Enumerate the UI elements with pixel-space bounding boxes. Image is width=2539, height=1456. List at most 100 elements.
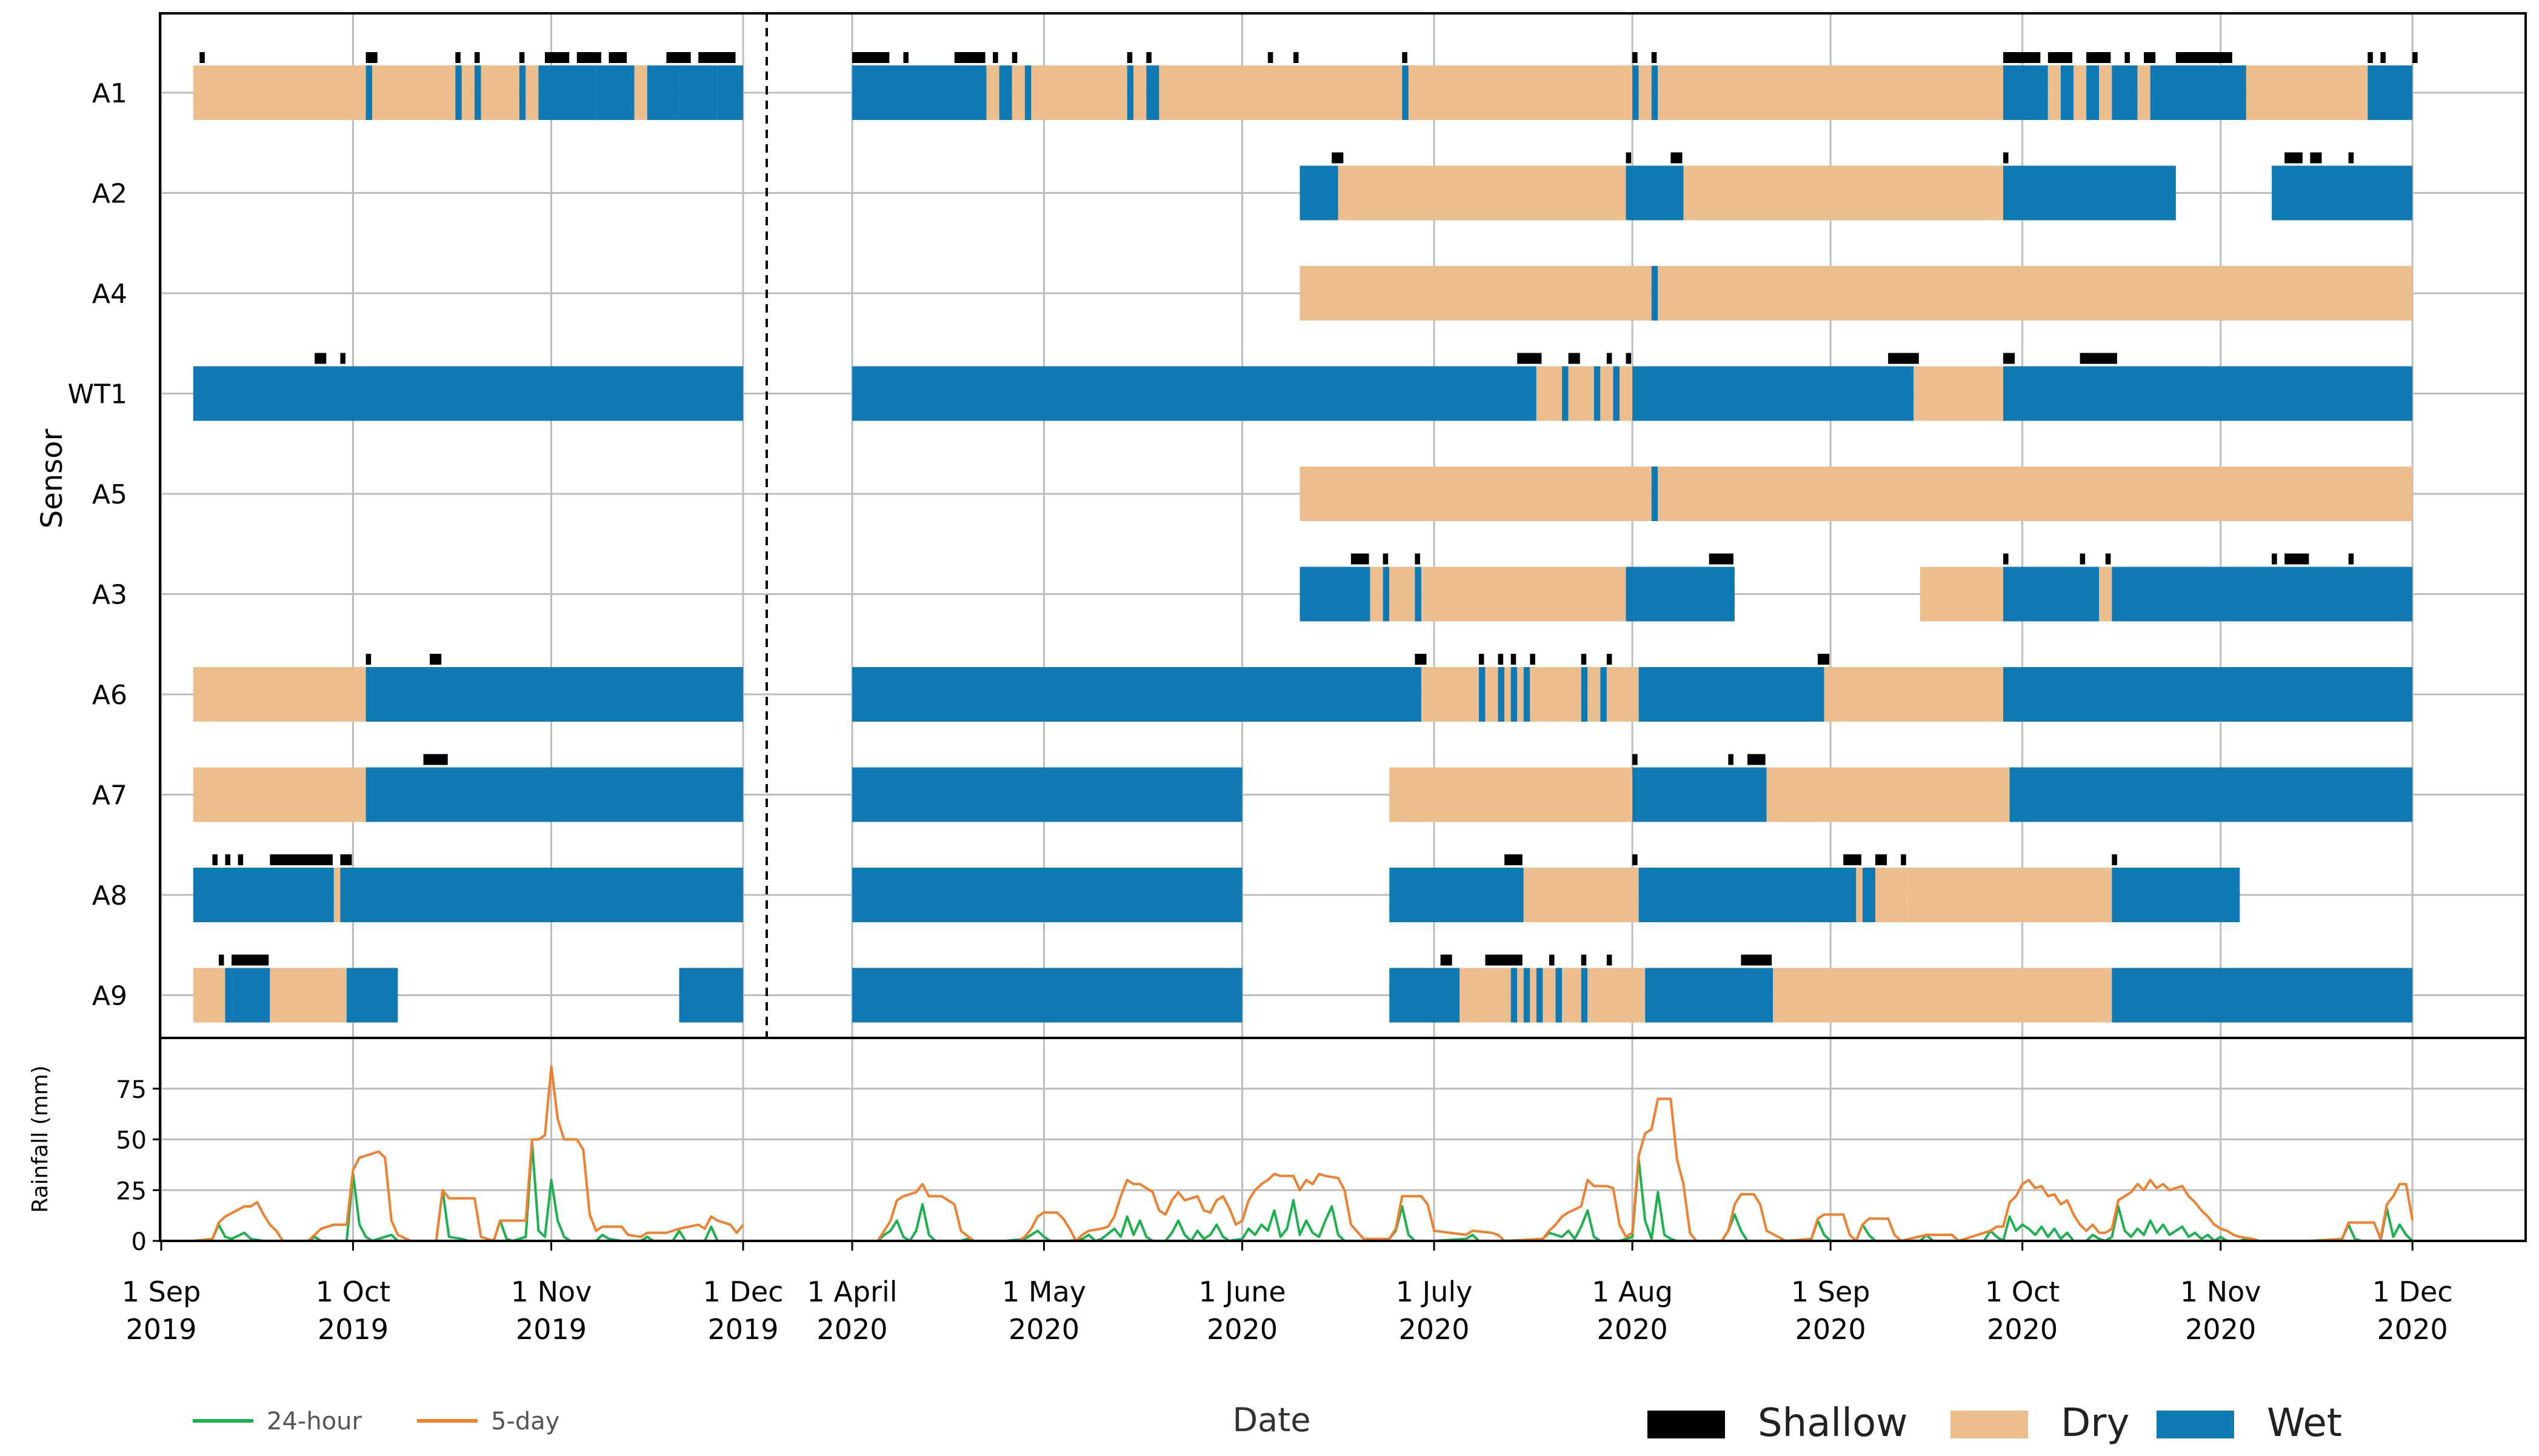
sensor-row-a8 — [193, 854, 2240, 922]
x-tick-year-label: 2020 — [1207, 1313, 1278, 1346]
wet-segment — [852, 767, 1243, 822]
wet-segment — [1593, 366, 1601, 421]
sensor-status-bars — [193, 52, 2418, 1023]
rain-y-tick-label: 25 — [116, 1177, 147, 1205]
wet-segment — [1383, 567, 1390, 622]
dry-segment — [1824, 667, 2003, 722]
wet-segment — [1638, 767, 1767, 822]
shallow-marker — [1632, 52, 1638, 63]
shallow-marker — [270, 854, 333, 865]
shallow-marker — [519, 52, 525, 63]
wet-segment — [2086, 65, 2100, 120]
x-tick-label: 1 Oct — [1985, 1275, 2060, 1308]
dry-segment — [2246, 65, 2368, 120]
dry-segment — [1159, 65, 1403, 120]
shallow-marker — [340, 353, 345, 364]
x-tick-label: 1 Sep — [1791, 1275, 1870, 1308]
dry-segment — [372, 65, 456, 120]
wet-segment — [596, 65, 635, 120]
dry-segment — [1875, 868, 1907, 922]
shallow-marker — [2105, 553, 2111, 565]
wet-segment — [2003, 567, 2100, 622]
shallow-marker — [903, 52, 909, 63]
wet-segment — [365, 767, 744, 822]
shallow-marker — [1415, 654, 1427, 665]
shallow-marker — [698, 52, 736, 63]
axes-frame — [153, 12, 2527, 1251]
wet-segment — [1645, 968, 1773, 1023]
wet-segment — [340, 868, 744, 922]
shallow-marker — [2086, 52, 2111, 63]
wet-segment — [1613, 366, 1620, 421]
wet-segment — [2060, 65, 2074, 120]
shallow-marker — [1504, 854, 1523, 865]
x-tick-year-label: 2019 — [708, 1313, 779, 1346]
shallow-marker — [1485, 954, 1523, 966]
sensor-label: A9 — [92, 981, 127, 1012]
shallow-marker — [2310, 152, 2322, 164]
dry-segment — [1460, 968, 1511, 1023]
shallow-marker — [2080, 553, 2086, 565]
shallow-marker — [423, 754, 448, 765]
rainfall-24-hour-line — [852, 1158, 2414, 1242]
x-tick-year-label: 2020 — [1597, 1313, 1668, 1346]
shallow-marker — [2367, 52, 2373, 63]
sensor-label: A4 — [92, 279, 127, 310]
shallow-marker — [1818, 654, 1830, 665]
wet-segment — [193, 868, 334, 922]
x-tick-label: 1 Aug — [1592, 1275, 1673, 1308]
wet-segment — [1024, 65, 1032, 120]
dry-segment — [1300, 266, 1652, 321]
wet-segment — [1638, 868, 1805, 922]
shallow-marker — [1728, 754, 1733, 765]
dry-segment — [1517, 968, 1524, 1023]
shallow-marker — [1402, 52, 1407, 63]
wet-segment — [852, 366, 1536, 421]
shallow-marker — [666, 52, 691, 63]
shallow-marker — [2284, 553, 2309, 565]
wet-segment — [1632, 366, 1914, 421]
shallow-marker — [2144, 52, 2156, 63]
dry-segment — [1031, 65, 1127, 120]
legend: 24-hour 5-day Shallow Dry Wet — [193, 1401, 2342, 1446]
wet-segment — [1389, 868, 1524, 922]
dry-segment — [1856, 868, 1863, 922]
shallow-marker — [1478, 654, 1484, 665]
dry-segment — [2099, 65, 2112, 120]
x-tick-label: 1 Sep — [122, 1275, 201, 1308]
shallow-marker — [1626, 353, 1632, 364]
shallow-marker — [2412, 52, 2418, 63]
sensor-label: A5 — [92, 479, 127, 510]
axis-labels: A1 A2 A4 WT1 A5 A3 A6 A7 A8 A9 0 25 50 75 1 Sep 2019 1 O… — [28, 78, 2453, 1439]
wet-segment — [1523, 968, 1530, 1023]
legend-swatch — [1950, 1411, 2028, 1438]
legend-swatch — [1647, 1411, 1725, 1438]
shallow-marker — [1267, 52, 1273, 63]
dry-segment — [1913, 366, 2003, 421]
shallow-marker — [365, 52, 378, 63]
dry-segment — [1766, 767, 2010, 822]
wet-segment — [1862, 868, 1875, 922]
dry-segment — [1683, 165, 2003, 221]
x-tick-label: 1 Dec — [2372, 1275, 2453, 1308]
x-tick-label: 1 Nov — [2180, 1275, 2261, 1308]
sensor-row-a5 — [1300, 467, 2413, 521]
wet-segment — [1581, 968, 1588, 1023]
wet-segment — [519, 65, 526, 120]
wet-segment — [1804, 868, 1857, 922]
dry-segment — [1920, 567, 2003, 622]
dry-segment — [1658, 467, 2413, 521]
dry-segment — [1907, 868, 2112, 922]
shallow-marker — [1606, 654, 1612, 665]
sensor-label: A6 — [92, 680, 127, 711]
dry-segment — [1485, 667, 1498, 722]
legend-label: 24-hour — [267, 1408, 362, 1435]
dry-segment — [1133, 65, 1147, 120]
shallow-marker — [2348, 553, 2354, 565]
shallow-marker — [1875, 854, 1887, 865]
dry-segment — [2099, 567, 2112, 622]
shallow-marker — [2003, 553, 2009, 565]
wet-segment — [2112, 868, 2240, 922]
x-tick-year-label: 2019 — [125, 1313, 196, 1346]
dry-segment — [1504, 667, 1511, 722]
